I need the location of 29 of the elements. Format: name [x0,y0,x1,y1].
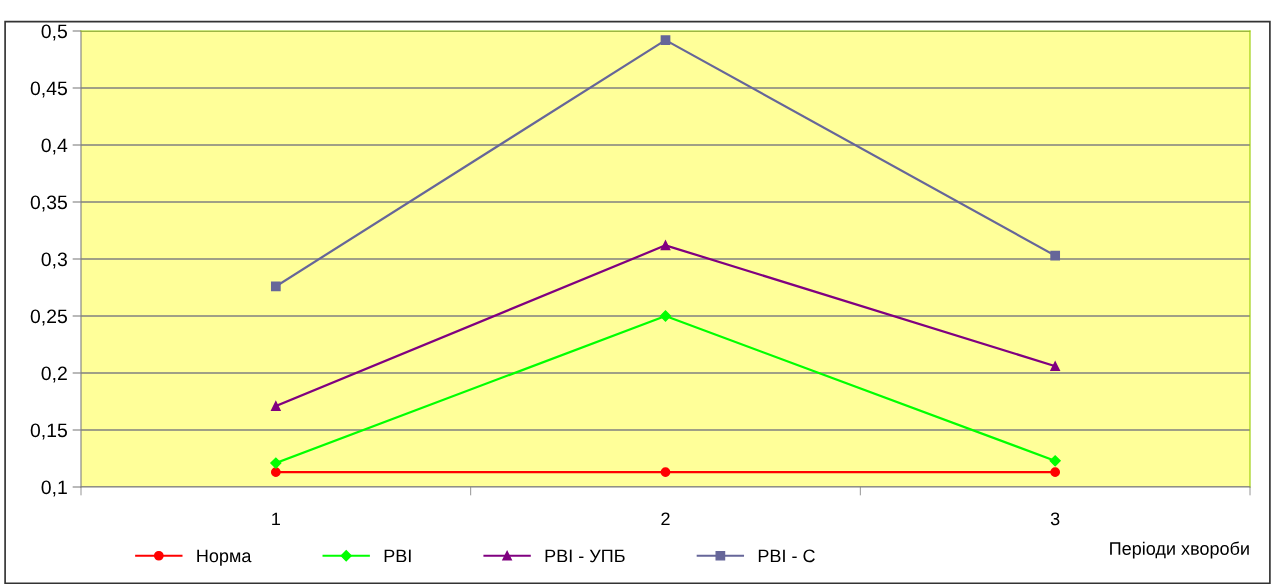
point [660,240,671,251]
legend-label: Норма [197,549,252,566]
y-tick-label: 0,15 [30,423,67,440]
point [1050,361,1061,372]
y-tick-label: 0,4 [41,138,68,155]
point [1050,467,1061,478]
x-tick-label: 3 [1050,512,1060,526]
x-tick-label: 1 [272,512,280,526]
x-axis-title: Періоди хвороби [1110,541,1249,559]
y-tick-label: 0,2 [41,366,67,383]
point [1049,455,1061,467]
point [270,281,281,292]
y-tick-label: 0,1 [41,480,67,497]
y-tick-label: 0,25 [30,309,67,326]
y-tick-label: 0,5 [41,24,67,41]
point [270,457,282,469]
legend-label: РВІ - С [758,549,815,563]
y-tick-label: 0,3 [41,252,67,269]
point [1050,250,1061,261]
legend-label: РВІ [384,549,411,563]
y-tick-label: 0,35 [30,195,67,212]
point [660,35,671,45]
legend-label: РВІ - УПБ [545,549,625,563]
point [270,467,281,478]
y-tick-label: 0,45 [30,81,67,98]
point [659,310,672,322]
x-tick-label: 2 [661,512,670,526]
point [270,401,281,411]
point [660,467,671,478]
